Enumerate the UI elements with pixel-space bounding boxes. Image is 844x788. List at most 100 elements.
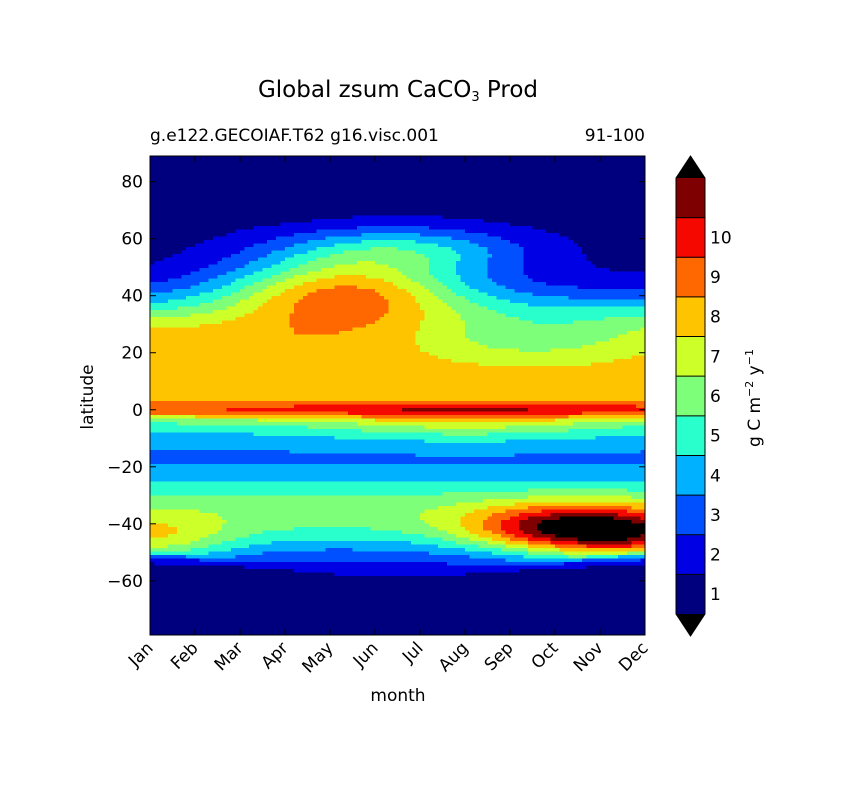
contour-cell xyxy=(150,544,169,549)
contour-cell xyxy=(294,233,363,238)
contour-cell xyxy=(150,415,196,420)
contour-cell xyxy=(555,534,642,539)
contour-cell xyxy=(568,236,645,241)
contour-cell xyxy=(325,548,354,553)
contour-cell xyxy=(150,177,645,182)
contour-cell xyxy=(411,541,457,546)
contour-cell xyxy=(150,254,174,259)
contour-cell xyxy=(523,247,583,252)
contour-cell xyxy=(577,537,628,542)
contour-cell xyxy=(523,261,592,266)
contour-cell xyxy=(424,509,475,514)
contour-cell xyxy=(289,320,376,325)
contour-cell xyxy=(150,194,645,199)
contour-cell xyxy=(150,621,645,626)
contour-cell xyxy=(150,331,295,336)
contour-cell xyxy=(240,299,268,304)
contour-cell xyxy=(505,425,624,430)
chart-title: Global zsum CaCO3 Prod xyxy=(257,77,539,105)
x-tick-label: Jun xyxy=(349,638,383,672)
contour-cell xyxy=(424,534,457,539)
contour-cell xyxy=(249,544,439,549)
contour-cell xyxy=(438,296,466,301)
contour-cell xyxy=(465,513,493,518)
contour-cell xyxy=(262,278,286,283)
contour-cell xyxy=(150,565,246,570)
contour-cell xyxy=(523,268,610,273)
contour-cell xyxy=(208,278,237,283)
contour-cell xyxy=(424,313,462,318)
contour-cell xyxy=(150,506,439,511)
contour-cell xyxy=(325,236,453,241)
x-tick-label: Jan xyxy=(124,638,157,671)
contour-cell xyxy=(519,520,543,525)
contour-cell xyxy=(334,264,390,269)
contour-cell xyxy=(424,310,457,315)
contour-cell xyxy=(226,520,426,525)
contour-cell xyxy=(420,324,466,329)
contour-cell xyxy=(150,432,255,437)
contour-cell xyxy=(280,292,309,297)
contour-cell xyxy=(150,537,201,542)
contour-cell xyxy=(150,373,645,378)
contour-cell xyxy=(420,282,444,287)
contour-cell xyxy=(150,390,645,395)
contour-cell xyxy=(532,320,574,325)
contour-cell xyxy=(150,492,444,497)
contour-cell xyxy=(150,170,645,175)
contour-cell xyxy=(523,530,543,535)
colorbar-tick-label: 5 xyxy=(710,427,721,447)
contour-cell xyxy=(442,215,645,220)
contour-cell xyxy=(613,516,642,521)
contour-cell xyxy=(352,548,466,553)
contour-cell xyxy=(528,495,633,500)
contour-cell xyxy=(429,261,457,266)
contour-cell xyxy=(276,282,304,287)
contour-cell xyxy=(289,324,367,329)
contour-cell xyxy=(235,268,264,273)
contour-cell xyxy=(627,537,645,542)
contour-cell xyxy=(384,278,412,283)
contour-cell xyxy=(208,551,264,556)
contour-cell xyxy=(330,254,426,259)
contour-cell xyxy=(235,537,444,542)
contour-cell xyxy=(613,359,645,364)
contour-cell xyxy=(532,278,645,283)
contour-cell xyxy=(150,614,645,619)
contour-cell xyxy=(150,425,309,430)
contour-cell xyxy=(150,530,178,535)
contour-cell xyxy=(150,520,228,525)
contour-cell xyxy=(150,278,169,283)
contour-cell xyxy=(415,250,457,255)
contour-cell xyxy=(208,534,250,539)
contour-cell xyxy=(303,282,394,287)
contour-cell xyxy=(235,303,264,308)
contour-cell xyxy=(375,320,421,325)
contour-cell xyxy=(487,275,529,280)
contour-cell xyxy=(447,562,565,567)
contour-cell xyxy=(433,292,457,297)
contour-cell xyxy=(150,240,205,245)
contour-cell xyxy=(388,306,421,311)
contour-cell xyxy=(253,271,282,276)
contour-cell xyxy=(397,247,453,252)
contour-cell xyxy=(150,460,645,465)
contour-cell xyxy=(267,285,295,290)
contour-cell xyxy=(285,257,318,262)
contour-cell xyxy=(492,551,529,556)
contour-cell xyxy=(640,450,645,455)
contour-cell xyxy=(420,233,489,238)
contour-cell xyxy=(541,530,645,535)
contour-cell xyxy=(429,268,457,273)
contour-cell xyxy=(627,331,645,336)
x-tick-label: Aug xyxy=(435,638,473,676)
contour-cell xyxy=(573,320,645,325)
contour-cell xyxy=(586,254,645,259)
contour-cell xyxy=(595,264,645,269)
colorbar-segment xyxy=(676,336,705,377)
contour-cell xyxy=(420,303,448,308)
contour-cell xyxy=(424,520,462,525)
contour-cell xyxy=(528,541,552,546)
contour-cell xyxy=(294,310,390,315)
x-tick-label: Mar xyxy=(211,638,248,675)
